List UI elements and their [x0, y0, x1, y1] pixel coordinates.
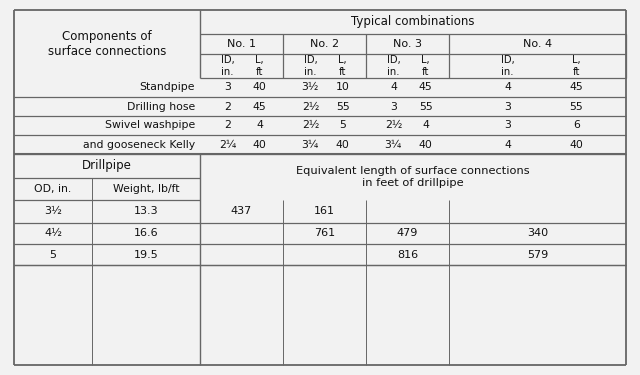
Text: No. 4: No. 4 [523, 39, 552, 49]
Text: 4½: 4½ [44, 228, 62, 238]
Text: 2¼: 2¼ [219, 140, 236, 150]
Text: 45: 45 [570, 82, 583, 93]
Text: 3: 3 [224, 82, 231, 93]
Text: 437: 437 [231, 207, 252, 216]
Text: 5: 5 [49, 249, 56, 259]
Text: 40: 40 [336, 140, 349, 150]
Text: 3: 3 [390, 102, 397, 111]
Text: 40: 40 [253, 82, 267, 93]
Text: OD, in.: OD, in. [35, 184, 72, 194]
Text: 2½: 2½ [301, 120, 319, 130]
Text: 3: 3 [504, 120, 511, 130]
Text: 161: 161 [314, 207, 335, 216]
Text: Swivel washpipe: Swivel washpipe [105, 120, 195, 130]
Text: 40: 40 [253, 140, 267, 150]
Text: 10: 10 [336, 82, 349, 93]
Text: 13.3: 13.3 [134, 207, 158, 216]
Text: and gooseneck Kelly: and gooseneck Kelly [83, 140, 195, 150]
Text: Typical combinations: Typical combinations [351, 15, 475, 28]
Text: 6: 6 [573, 120, 580, 130]
Text: 2: 2 [224, 120, 231, 130]
Text: Components of
surface connections: Components of surface connections [48, 30, 166, 58]
Text: 761: 761 [314, 228, 335, 238]
Text: 4: 4 [390, 82, 397, 93]
Text: L,
ft: L, ft [339, 55, 347, 77]
Text: 479: 479 [397, 228, 418, 238]
Text: 3¼: 3¼ [385, 140, 402, 150]
Text: 2½: 2½ [301, 102, 319, 111]
Text: ID,
in.: ID, in. [221, 55, 234, 77]
Text: L,
ft: L, ft [422, 55, 430, 77]
Text: 4: 4 [504, 82, 511, 93]
Text: 55: 55 [570, 102, 583, 111]
Text: 3¼: 3¼ [301, 140, 319, 150]
Text: No. 2: No. 2 [310, 39, 339, 49]
Text: Standpipe: Standpipe [140, 82, 195, 93]
Text: Weight, lb/ft: Weight, lb/ft [113, 184, 179, 194]
Text: 3: 3 [504, 102, 511, 111]
Text: 4: 4 [422, 120, 429, 130]
Text: 2½: 2½ [385, 120, 402, 130]
Text: 45: 45 [253, 102, 267, 111]
Text: 340: 340 [527, 228, 548, 238]
Text: L,
ft: L, ft [255, 55, 264, 77]
Text: 19.5: 19.5 [134, 249, 159, 259]
Text: Equivalent length of surface connections
in feet of drillpipe: Equivalent length of surface connections… [296, 166, 530, 188]
Text: 55: 55 [336, 102, 349, 111]
Text: 5: 5 [339, 120, 346, 130]
Text: ID,
in.: ID, in. [500, 55, 515, 77]
Text: 40: 40 [419, 140, 433, 150]
Text: ID,
in.: ID, in. [387, 55, 400, 77]
Text: 4: 4 [504, 140, 511, 150]
Text: 40: 40 [570, 140, 584, 150]
Text: 2: 2 [224, 102, 231, 111]
Text: 4: 4 [257, 120, 263, 130]
Text: 3½: 3½ [301, 82, 319, 93]
Text: No. 1: No. 1 [227, 39, 256, 49]
Text: 3½: 3½ [44, 207, 62, 216]
Text: 55: 55 [419, 102, 433, 111]
Text: No. 3: No. 3 [393, 39, 422, 49]
Text: L,
ft: L, ft [572, 55, 580, 77]
Text: ID,
in.: ID, in. [303, 55, 317, 77]
Text: Drillpipe: Drillpipe [82, 159, 132, 172]
Text: 579: 579 [527, 249, 548, 259]
Text: Drilling hose: Drilling hose [127, 102, 195, 111]
Text: 16.6: 16.6 [134, 228, 158, 238]
Text: 45: 45 [419, 82, 433, 93]
Text: 816: 816 [397, 249, 418, 259]
